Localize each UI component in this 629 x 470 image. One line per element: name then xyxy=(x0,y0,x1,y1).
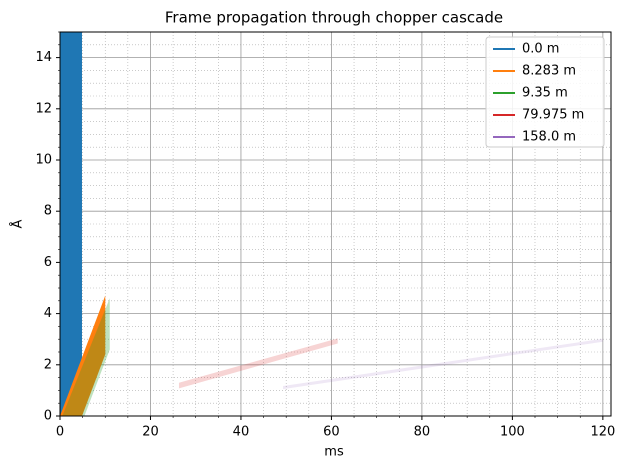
x-tick-label: 0 xyxy=(56,425,64,440)
x-axis-label: ms xyxy=(324,445,344,460)
x-tick-label: 100 xyxy=(500,425,525,440)
frame-polygon xyxy=(178,338,338,389)
frame-polygon xyxy=(62,298,110,416)
legend-label: 9.35 m xyxy=(522,86,568,101)
legend: 0.0 m 8.283 m 9.35 m 79.975 m 158.0 m xyxy=(485,36,605,148)
y-axis-label: Å xyxy=(10,219,26,228)
y-tick-label: 6 xyxy=(44,255,52,270)
legend-label: 158.0 m xyxy=(522,130,576,145)
y-tick-label: 10 xyxy=(35,153,52,168)
frame-polygon xyxy=(283,338,603,390)
y-tick-label: 4 xyxy=(44,306,52,321)
frame-polygon xyxy=(60,295,106,416)
x-tick-label: 80 xyxy=(414,425,431,440)
legend-box xyxy=(485,36,605,148)
x-tick-label: 60 xyxy=(323,425,340,440)
legend-label: 8.283 m xyxy=(522,64,576,79)
x-tick-label: 40 xyxy=(233,425,250,440)
legend-label: 79.975 m xyxy=(522,108,584,123)
x-tick-label: 120 xyxy=(590,425,615,440)
y-tick-label: 0 xyxy=(44,409,52,424)
y-tick-label: 2 xyxy=(44,357,52,372)
frame-polygon xyxy=(60,32,82,416)
y-tick-label: 12 xyxy=(35,101,52,116)
legend-label: 0.0 m xyxy=(522,42,559,57)
y-tick-label: 8 xyxy=(44,204,52,219)
chart-title: Frame propagation through chopper cascad… xyxy=(165,9,503,27)
plot-frame xyxy=(59,31,612,417)
y-tick-label: 14 xyxy=(35,50,52,65)
x-tick-label: 20 xyxy=(142,425,159,440)
